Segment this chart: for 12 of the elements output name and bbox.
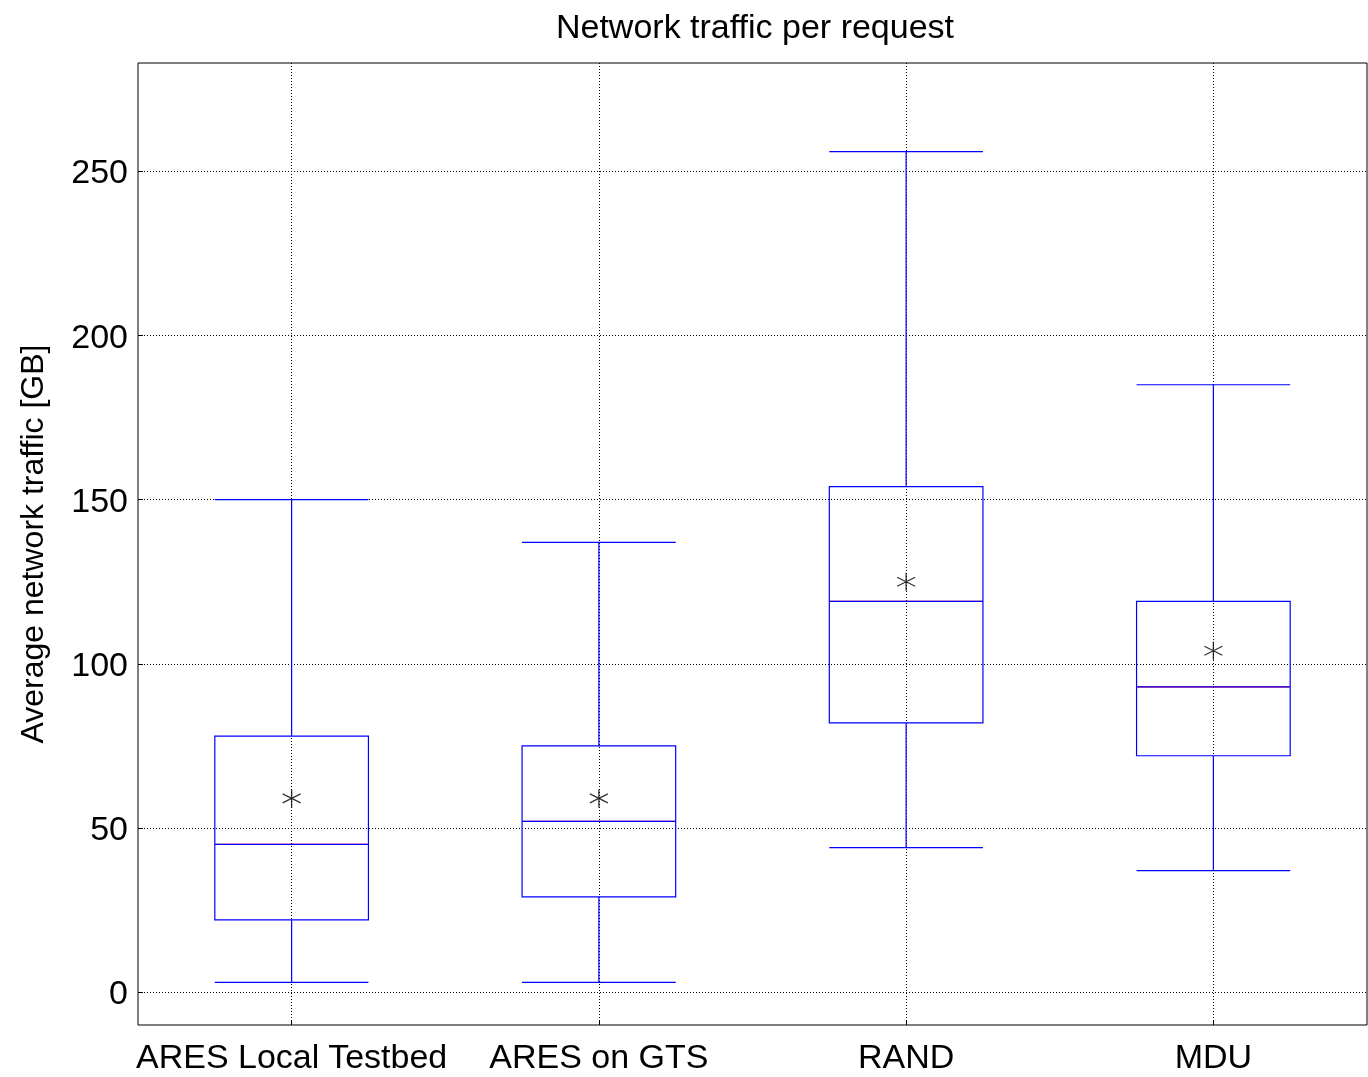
y-axis-title: Average network traffic [GB] xyxy=(14,344,50,744)
y-tick-label: 150 xyxy=(71,480,128,519)
chart-title: Network traffic per request xyxy=(555,7,955,45)
x-tick-label: ARES Local Testbed xyxy=(136,1037,448,1075)
x-tick-label: RAND xyxy=(857,1037,955,1075)
y-tick-label: 0 xyxy=(109,973,128,1012)
y-tick-label: 250 xyxy=(71,152,128,191)
x-tick-label: ARES on GTS xyxy=(489,1037,709,1075)
y-tick-label: 100 xyxy=(71,644,128,683)
y-tick-label: 50 xyxy=(90,809,128,847)
y-tick-label: 200 xyxy=(71,316,128,355)
x-tick-label: MDU xyxy=(1174,1037,1253,1075)
